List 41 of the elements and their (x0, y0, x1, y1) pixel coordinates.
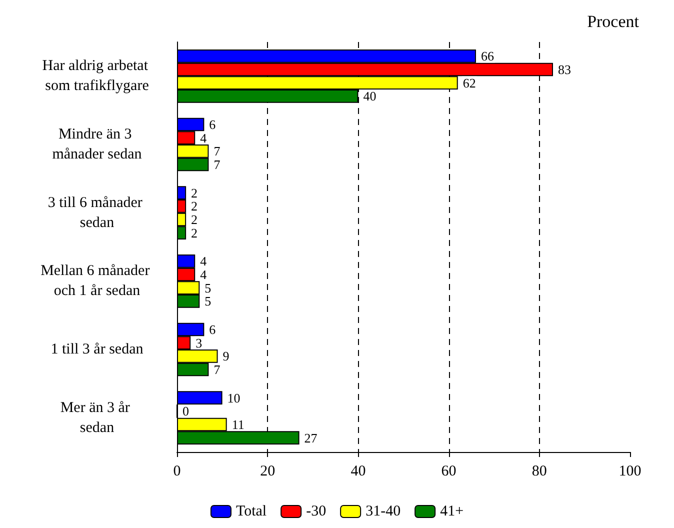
data-label: 9 (222, 348, 230, 364)
data-label: 6 (209, 117, 216, 132)
y-tick-label: 3 till 6 månader sedan (48, 194, 146, 231)
data-label: 10 (227, 390, 240, 406)
data-label: 2 (191, 198, 198, 214)
data-label: 5 (204, 280, 212, 296)
data-label: 4 (200, 267, 208, 282)
data-label: 40 (363, 88, 376, 104)
data-label: 7 (214, 362, 221, 377)
data-label: 4 (200, 254, 208, 269)
data-label: 2 (191, 185, 198, 200)
x-tick-label: 40 (350, 464, 366, 480)
data-label: 7 (214, 156, 221, 172)
data-label: 11 (232, 416, 244, 432)
y-tick-label: Mindre än 3 månader sedan (52, 126, 142, 162)
y-tick-label: Har aldrig arbetat som trafikflygare (42, 58, 152, 94)
data-label: 0 (182, 404, 189, 419)
data-label: 2 (191, 212, 198, 227)
legend-label: -30 (306, 504, 326, 520)
data-label: 7 (214, 144, 221, 159)
x-axis-title: Procent (587, 12, 640, 31)
legend-label: 41+ (440, 504, 464, 520)
x-tick-label: 80 (532, 464, 547, 480)
data-label: 5 (204, 294, 212, 309)
legend-label: 31-40 (366, 504, 401, 520)
x-tick-label: 60 (441, 464, 456, 480)
y-tick-label: Mer än 3 år sedan (60, 400, 134, 436)
data-label: 66 (480, 48, 494, 64)
data-label: 4 (200, 130, 208, 146)
y-tick-label: Mellan 6 månader och 1 år sedan (40, 263, 154, 300)
data-label: 62 (462, 75, 476, 90)
x-tick-label: 20 (260, 464, 276, 480)
data-label: 6 (209, 322, 216, 338)
x-tick-label: 0 (173, 464, 181, 480)
data-label: 27 (304, 430, 318, 446)
legend-label: Total (236, 504, 267, 520)
y-tick-label: 1 till 3 år sedan (50, 342, 144, 358)
x-tick-label: 100 (618, 464, 642, 480)
data-label: 3 (196, 335, 202, 350)
data-label: 83 (558, 62, 571, 78)
data-label: 2 (191, 225, 198, 240)
